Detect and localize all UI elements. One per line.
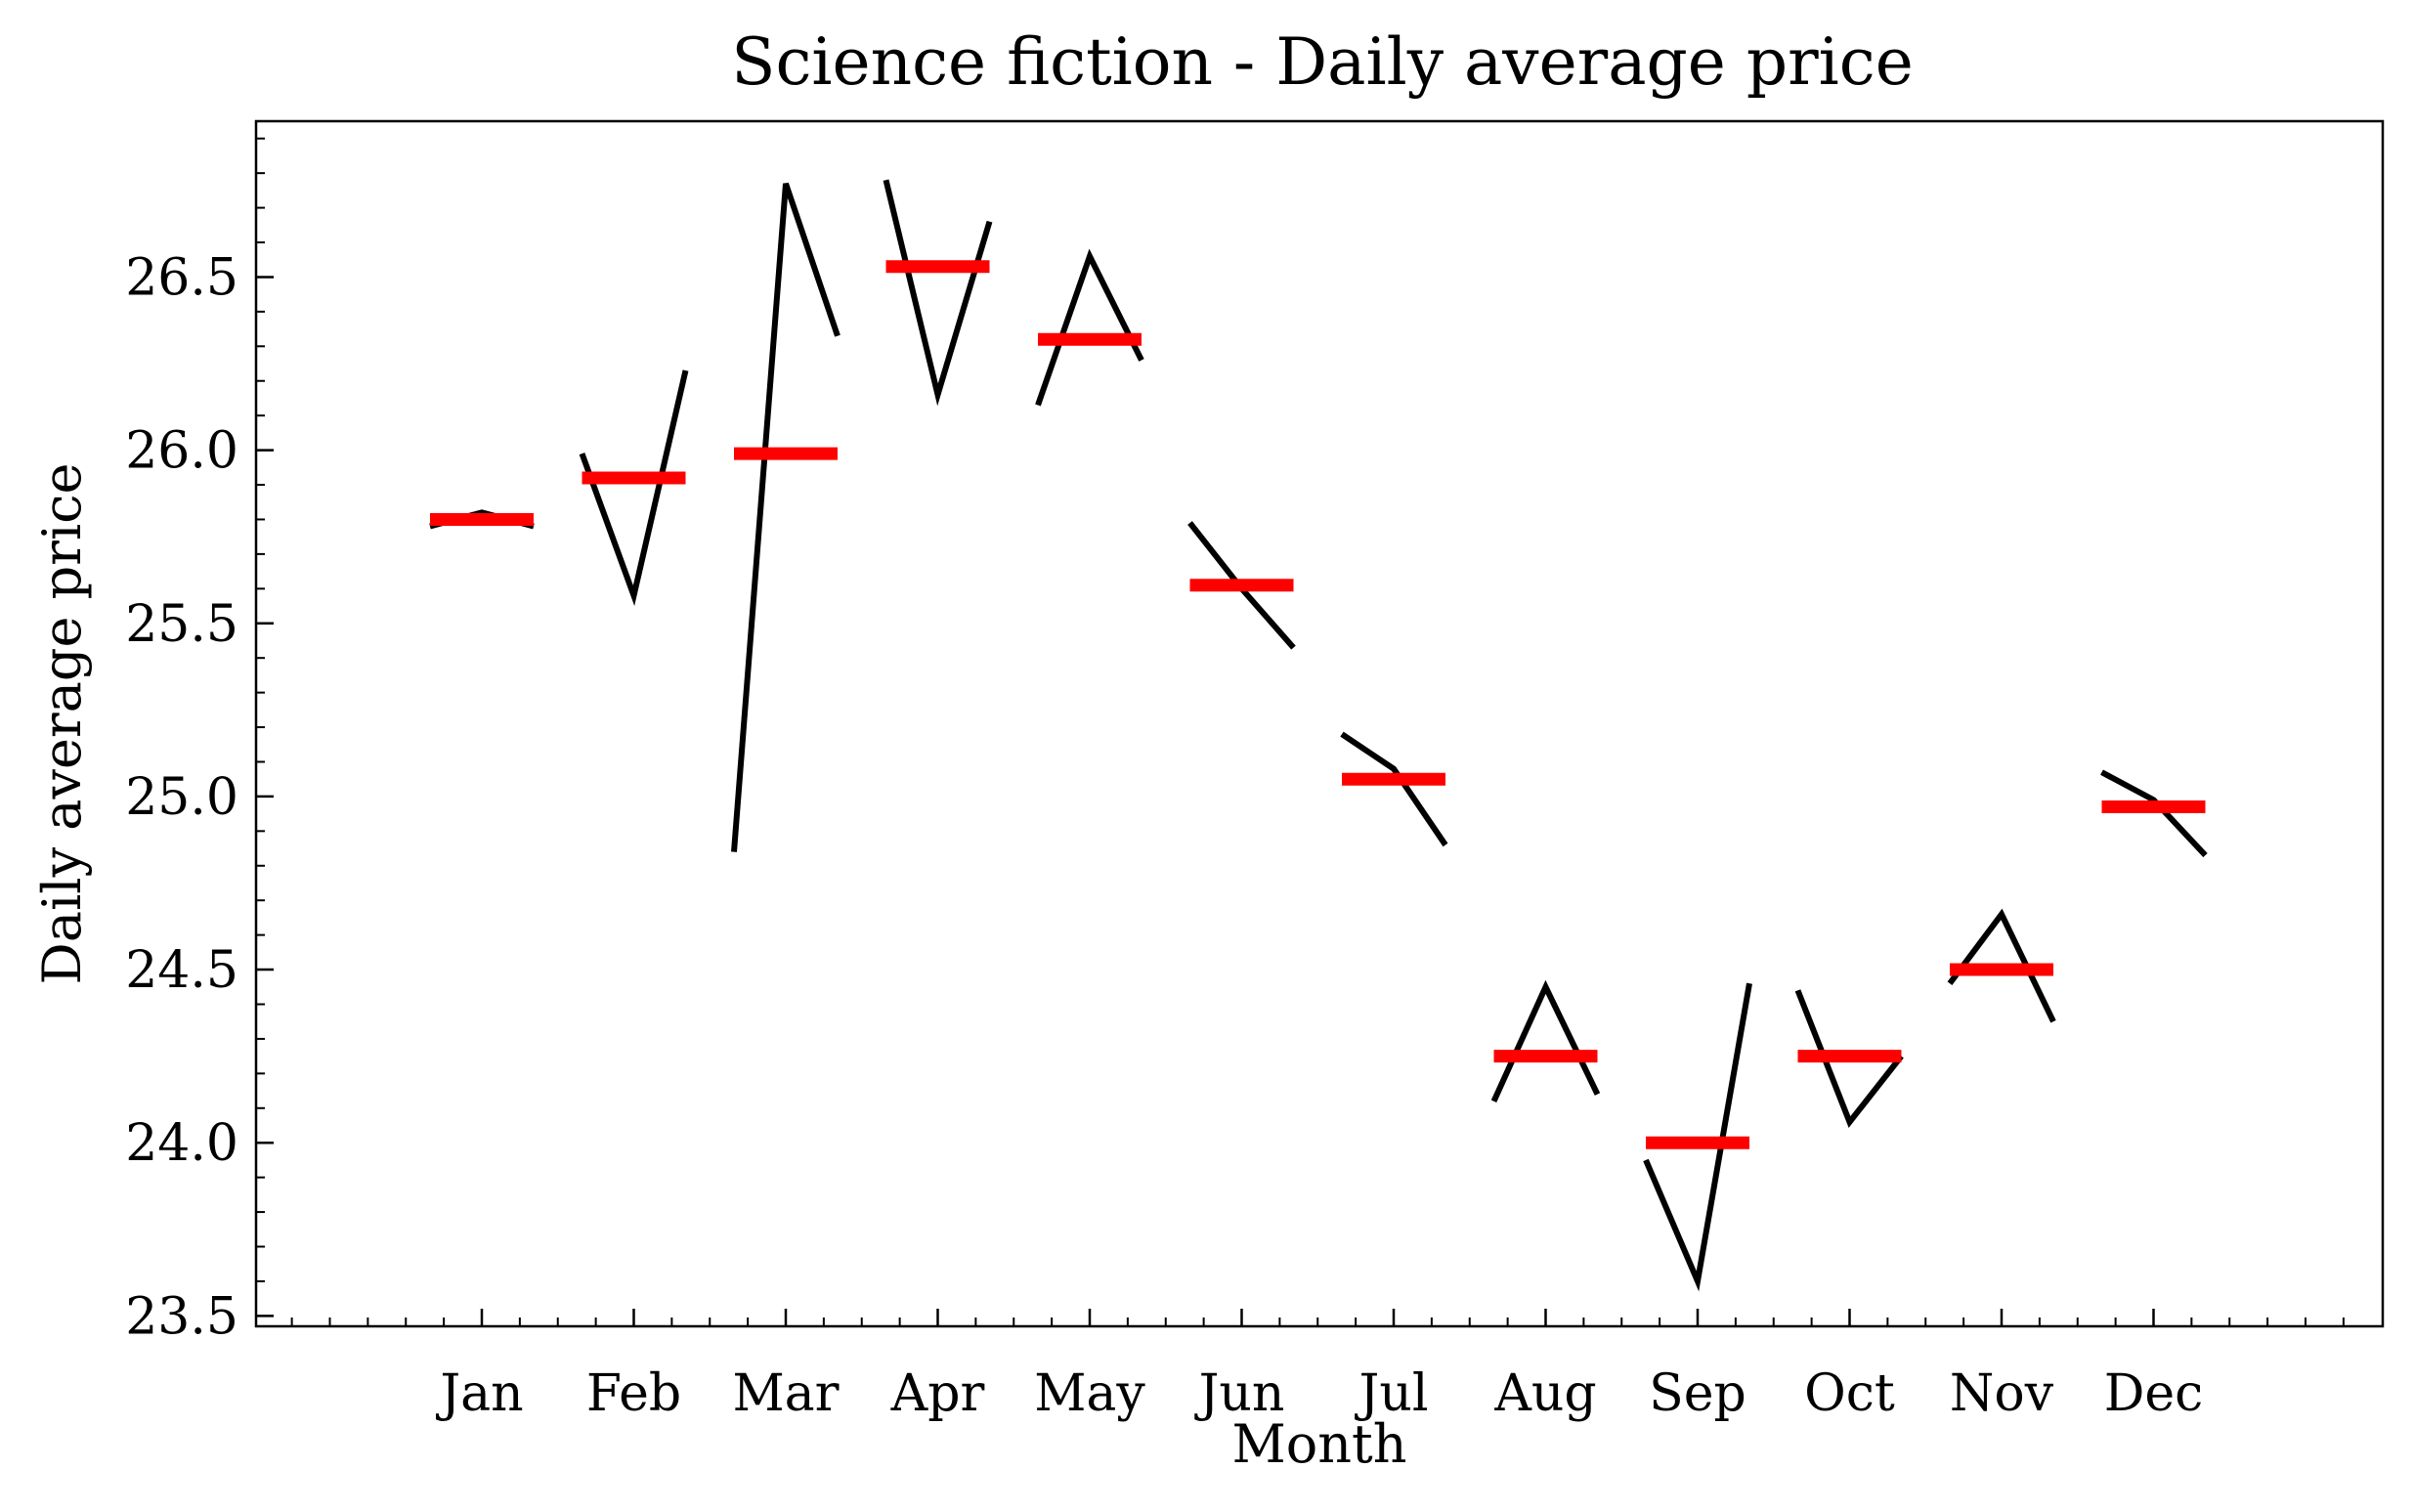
daily-line-sep xyxy=(1643,982,1752,1292)
x-tick-label: Mar xyxy=(732,1364,839,1423)
daily-line-dec xyxy=(2100,769,2208,858)
x-tick-label: Jan xyxy=(435,1364,523,1423)
y-tick-label: 24.0 xyxy=(125,1114,238,1173)
x-tick-label: Dec xyxy=(2104,1364,2204,1423)
y-axis-label: Daily average price xyxy=(31,463,93,985)
y-tick-label: 25.0 xyxy=(125,768,238,827)
daily-line-apr xyxy=(883,179,993,407)
x-tick-label: Oct xyxy=(1804,1364,1895,1423)
y-tick-label: 26.5 xyxy=(125,248,238,307)
y-tick-label: 25.5 xyxy=(125,595,238,654)
x-tick-label: Feb xyxy=(586,1364,681,1423)
daily-line-aug xyxy=(1490,979,1601,1102)
daily-price-lines xyxy=(429,179,2208,1292)
x-tick-label: Apr xyxy=(890,1364,985,1423)
x-tick-label: Jul xyxy=(1355,1364,1429,1423)
plot-area-frame xyxy=(254,119,2385,1328)
daily-line-mar xyxy=(731,182,841,852)
x-tick-label: May xyxy=(1034,1364,1145,1423)
y-tick-label: 23.5 xyxy=(125,1287,238,1346)
x-tick-label: Sep xyxy=(1649,1364,1746,1423)
daily-line-nov xyxy=(1947,908,2056,1023)
x-axis-label: Month xyxy=(1231,1413,1406,1475)
axis-ticks xyxy=(256,137,2345,1326)
daily-line-may xyxy=(1035,248,1144,407)
monthly-mean-markers xyxy=(430,260,2206,1149)
chart-title: Science fiction - Daily average price xyxy=(731,24,1914,100)
x-tick-label: Jun xyxy=(1194,1364,1285,1423)
x-tick-labels: Jan Feb Mar Apr May Jun Jul Aug Sep Oct Nov Dec xyxy=(435,1364,2203,1423)
x-tick-label: Nov xyxy=(1950,1364,2054,1423)
y-tick-label: 26.0 xyxy=(125,422,238,481)
daily-line-feb xyxy=(579,369,689,606)
daily-line-oct xyxy=(1794,989,1904,1128)
y-tick-label: 24.5 xyxy=(125,941,238,1000)
x-tick-label: Aug xyxy=(1493,1364,1596,1423)
y-tick-labels: 23.5 24.0 24.5 25.0 25.5 26.0 26.5 xyxy=(125,248,238,1346)
daily-line-jul xyxy=(1340,731,1448,847)
